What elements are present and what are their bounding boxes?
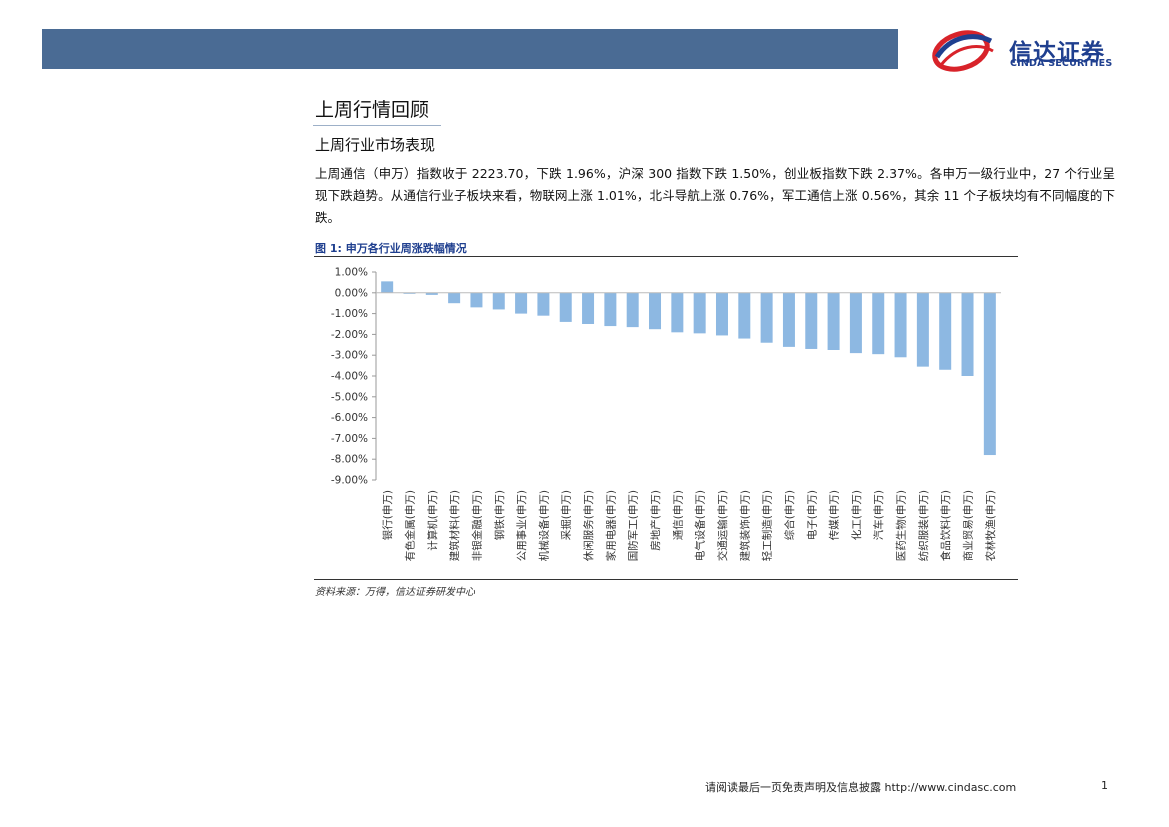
market-summary-paragraph: 上周通信（申万）指数收于 2223.70，下跌 1.96%，沪深 300 指数下… <box>315 166 1115 225</box>
bar <box>515 292 528 314</box>
y-tick-label: 0.00% <box>335 287 368 299</box>
x-tick-label: 休闲服务(申万) <box>582 490 595 561</box>
x-tick-label: 国防军工(申万) <box>627 490 640 561</box>
bar <box>604 292 617 327</box>
x-tick-label: 公用事业(申万) <box>515 490 528 561</box>
bar <box>760 292 773 343</box>
bar <box>916 292 929 367</box>
y-tick-label: -2.00% <box>331 329 368 341</box>
figure-title: 图 1: 申万各行业周涨跌幅情况 <box>315 242 467 255</box>
x-tick-label: 钢铁(申万) <box>493 490 506 540</box>
bar <box>872 292 885 355</box>
bar <box>939 292 952 370</box>
x-tick-label: 食品饮料(申万) <box>939 490 952 561</box>
x-tick-label: 建筑材料(申万) <box>448 490 461 561</box>
bar <box>649 292 662 330</box>
figure-top-rule <box>314 256 1018 257</box>
bar <box>626 292 639 328</box>
bar <box>805 292 818 349</box>
x-tick-label: 汽车(申万) <box>872 490 885 540</box>
section-subtitle: 上周行业市场表现 <box>315 136 436 154</box>
y-tick-label: -1.00% <box>331 308 368 320</box>
footer-disclaimer: 请阅读最后一页免责声明及信息披露 http://www.cindasc.com <box>705 781 1017 794</box>
bar <box>827 292 840 350</box>
x-tick-label: 轻工制造(申万) <box>761 490 774 561</box>
bar <box>381 281 394 293</box>
y-tick-label: -9.00% <box>331 475 368 487</box>
x-tick-label: 有色金属(申万) <box>403 490 416 561</box>
x-tick-label: 计算机(申万) <box>426 490 439 551</box>
y-tick-label: -6.00% <box>331 412 368 424</box>
y-tick-label: -7.00% <box>331 433 368 445</box>
x-tick-label: 家用电器(申万) <box>604 490 617 561</box>
industry-weekly-change-chart: 1.00% 0.00% -1.00% -2.00% -3.00% -4.00% -5.00%… <box>331 267 1001 561</box>
bar <box>782 292 795 347</box>
section-title-underline <box>313 125 441 126</box>
bar <box>425 292 438 295</box>
bar <box>470 292 483 308</box>
x-tick-label: 农林牧渔(申万) <box>984 490 997 561</box>
y-tick-label: -3.00% <box>331 350 368 362</box>
y-tick-label: -5.00% <box>331 391 368 403</box>
x-tick-label: 采掘(申万) <box>560 490 573 540</box>
bar <box>961 292 974 376</box>
figure-bottom-rule <box>314 579 1018 580</box>
bar <box>671 292 684 333</box>
figure-source: 资料来源：万得，信达证券研发中心 <box>315 587 475 598</box>
x-tick-label: 纺织服装(申万) <box>917 490 930 561</box>
bar <box>983 292 996 456</box>
bar <box>448 292 461 304</box>
x-tick-label: 通信(申万) <box>671 490 684 540</box>
x-tick-label: 电子(申万) <box>805 490 818 540</box>
bar <box>559 292 572 322</box>
x-tick-label: 传媒(申万) <box>828 490 841 540</box>
x-tick-label: 银行(申万) <box>381 490 394 540</box>
section-title: 上周行情回顾 <box>315 99 430 121</box>
x-tick-label: 商业贸易(申万) <box>962 490 975 561</box>
x-tick-label: 交通运输(申万) <box>716 490 729 561</box>
brand-logo: 信达证券 CINDA SECURITIES <box>931 27 1131 73</box>
x-tick-label: 电气设备(申万) <box>694 490 707 561</box>
bar <box>894 292 907 358</box>
y-tick-label: -4.00% <box>331 371 368 383</box>
header-bar <box>42 29 898 69</box>
bar <box>715 292 728 336</box>
bar <box>492 292 505 310</box>
bar <box>738 292 751 339</box>
logo-english-text: CINDA SECURITIES <box>1010 58 1113 69</box>
x-tick-label: 建筑装饰(申万) <box>738 490 751 561</box>
x-tick-label: 医药生物(申万) <box>895 490 908 561</box>
x-tick-label: 机械设备(申万) <box>537 490 550 561</box>
x-tick-label: 房地产(申万) <box>649 490 662 551</box>
cinda-logo-icon <box>932 30 994 72</box>
bar <box>582 292 595 324</box>
page-number: 1 <box>1101 779 1108 792</box>
x-tick-label: 化工(申万) <box>850 490 863 540</box>
bar <box>693 292 706 334</box>
y-tick-label: -8.00% <box>331 454 368 466</box>
logo-chinese-text: 信达证券 <box>1009 40 1105 66</box>
bar <box>537 292 550 316</box>
x-tick-label: 非银金融(申万) <box>470 490 483 561</box>
y-tick-label: 1.00% <box>335 267 368 279</box>
x-tick-label: 综合(申万) <box>783 490 796 540</box>
bar <box>849 292 862 354</box>
